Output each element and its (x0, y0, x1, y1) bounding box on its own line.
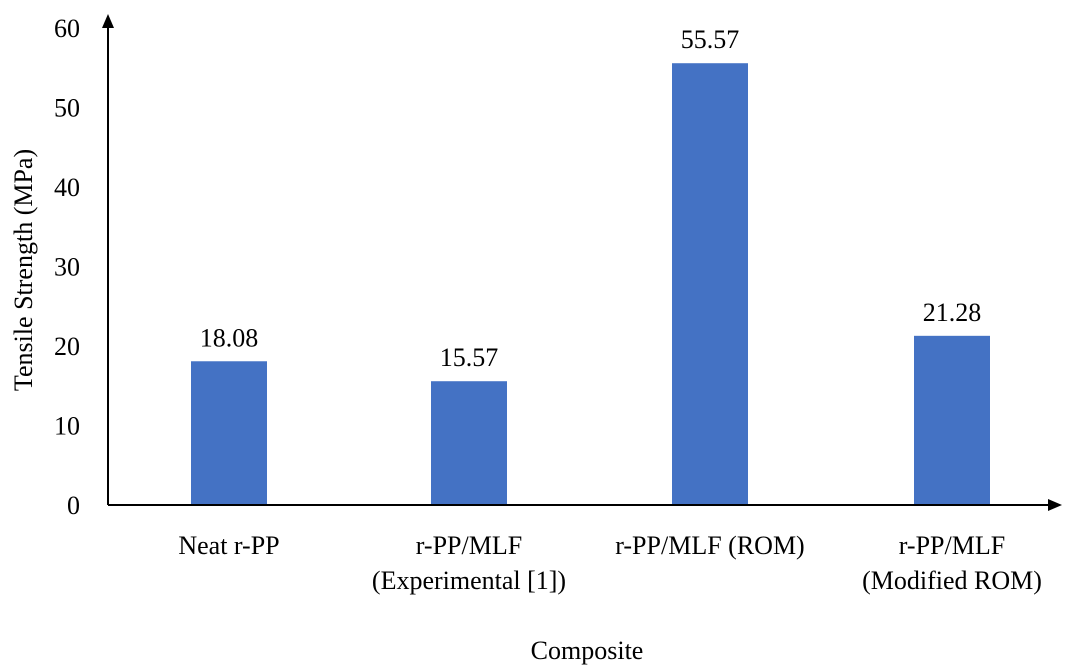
y-tick-label: 40 (54, 173, 80, 202)
y-tick-label: 50 (54, 94, 80, 123)
bar (914, 335, 990, 505)
x-axis-categories: Neat r-PP r-PP/MLF (Experimental [1]) r-PP/… (178, 531, 1042, 595)
y-axis-ticks: 0 10 20 30 40 50 60 (54, 14, 80, 520)
bar-value-label: 55.57 (681, 25, 740, 54)
x-axis-title: Composite (531, 636, 644, 665)
x-category-label: Neat r-PP (178, 531, 279, 560)
y-tick-label: 60 (54, 14, 80, 43)
y-axis-arrowhead (102, 14, 114, 28)
x-category-label: r-PP/MLF (ROM) (615, 531, 804, 560)
data-labels: 18.08 15.57 55.57 21.28 (200, 25, 982, 372)
bar (431, 381, 507, 505)
y-tick-label: 10 (54, 412, 80, 441)
bar (672, 63, 748, 505)
bars (191, 63, 990, 505)
y-tick-label: 30 (54, 253, 80, 282)
x-category-label: r-PP/MLF (416, 531, 522, 560)
x-category-label: (Modified ROM) (862, 566, 1042, 595)
x-axis-arrowhead (1048, 499, 1062, 511)
x-category-label: r-PP/MLF (899, 531, 1005, 560)
x-category-label: (Experimental [1]) (372, 566, 566, 595)
y-tick-label: 0 (67, 491, 80, 520)
axes (102, 14, 1062, 511)
bar (191, 361, 267, 505)
y-axis-title: Tensile Strength (MPa) (9, 149, 38, 391)
bar-value-label: 18.08 (200, 323, 259, 352)
bar-value-label: 15.57 (440, 343, 499, 372)
bar-value-label: 21.28 (923, 298, 982, 327)
y-tick-label: 20 (54, 332, 80, 361)
